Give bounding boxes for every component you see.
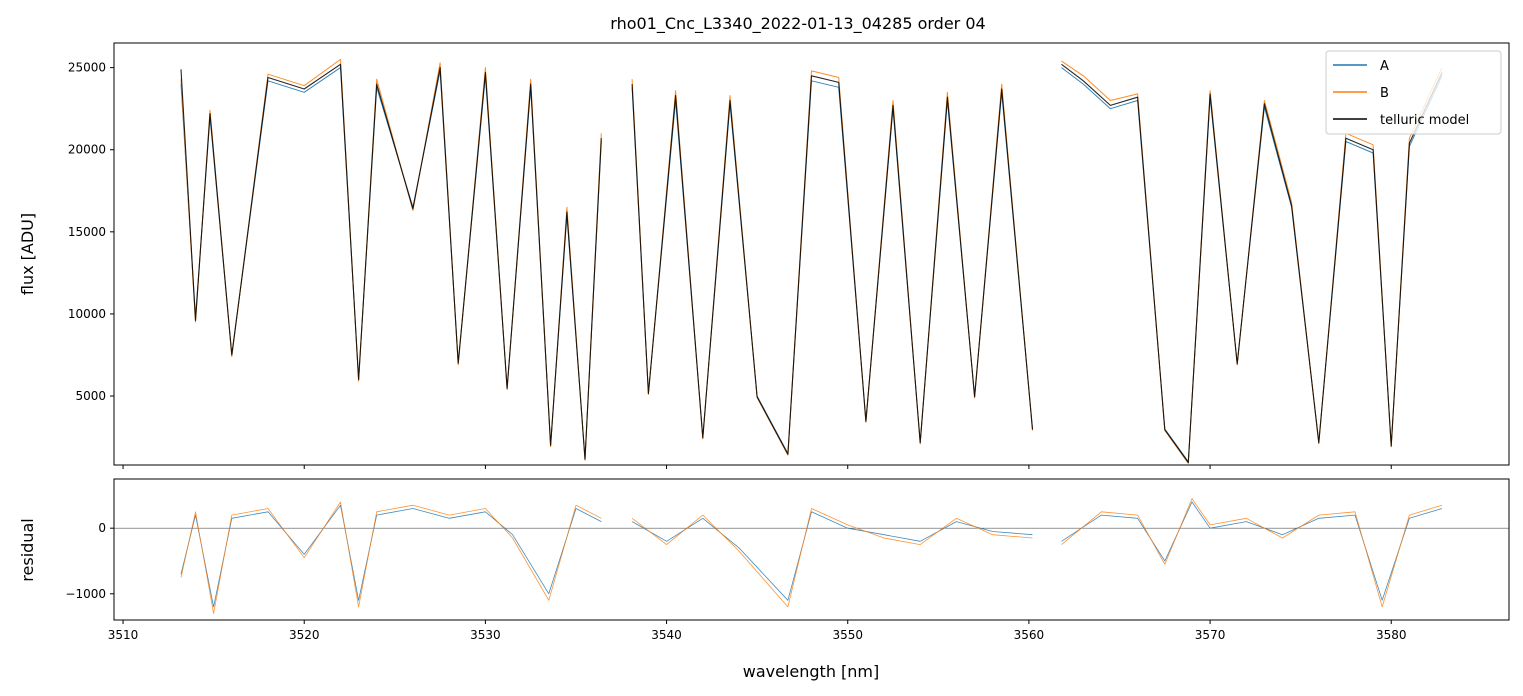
bottom-series-b-segment-3 [1061,498,1443,608]
bottom-plot-frame [113,478,1510,621]
bottom-series-a-segment-2 [631,511,1033,601]
bottom-panel: −10000 3510 3520 3530 3540 3550 3560 3570 3580 … [18,478,1510,681]
bottom-series-b-segment-2 [631,508,1033,608]
bottom-series-b-segment-1 [180,501,602,614]
bottom-y-tick-label: −1000 [65,587,106,601]
bottom-x-tick-label: 3580 [1376,628,1407,642]
bottom-y-axis-label: residual [18,518,37,581]
top-series-b-segment-1 [180,58,602,461]
top-plot-frame [113,42,1510,466]
bottom-x-tick-label: 3560 [1014,628,1045,642]
legend-box [1325,50,1502,135]
top-y-tick-label: 20000 [68,143,106,157]
bottom-y-tick-label: 0 [98,521,106,535]
bottom-x-tick-label: 3570 [1195,628,1226,642]
bottom-plot-area [114,479,1509,620]
bottom-x-tick-label: 3510 [108,628,139,642]
bottom-x-tick-label: 3520 [289,628,320,642]
legend-label-telluric-model: telluric model [1380,113,1469,128]
top-series-telluric-model-segment-2 [631,75,1034,455]
top-y-tick-label: 5000 [75,389,106,403]
legend: A B telluric model [1325,50,1502,135]
top-y-tick-label: 15000 [68,225,106,239]
x-axis-label: wavelength [nm] [743,662,880,681]
legend-label-a: A [1380,59,1389,74]
top-panel: 5000 10000 15000 20000 25000 flux [ADU] A B … [18,42,1510,469]
top-y-axis-label: flux [ADU] [18,213,37,295]
top-y-tick-label: 10000 [68,307,106,321]
bottom-x-tick-label: 3540 [651,628,682,642]
top-series-telluric-model-segment-1 [180,63,602,460]
top-series-telluric-model-segment-3 [1061,63,1443,464]
legend-label-b: B [1380,86,1389,101]
top-plot-area [114,43,1509,465]
bottom-series-a-segment-3 [1061,501,1443,601]
bottom-x-tick-label: 3530 [470,628,501,642]
chart-title: rho01_Cnc_L3340_2022-01-13_04285 order 0… [610,14,985,34]
top-y-tick-label: 25000 [68,61,106,75]
bottom-x-tick-label: 3550 [832,628,863,642]
